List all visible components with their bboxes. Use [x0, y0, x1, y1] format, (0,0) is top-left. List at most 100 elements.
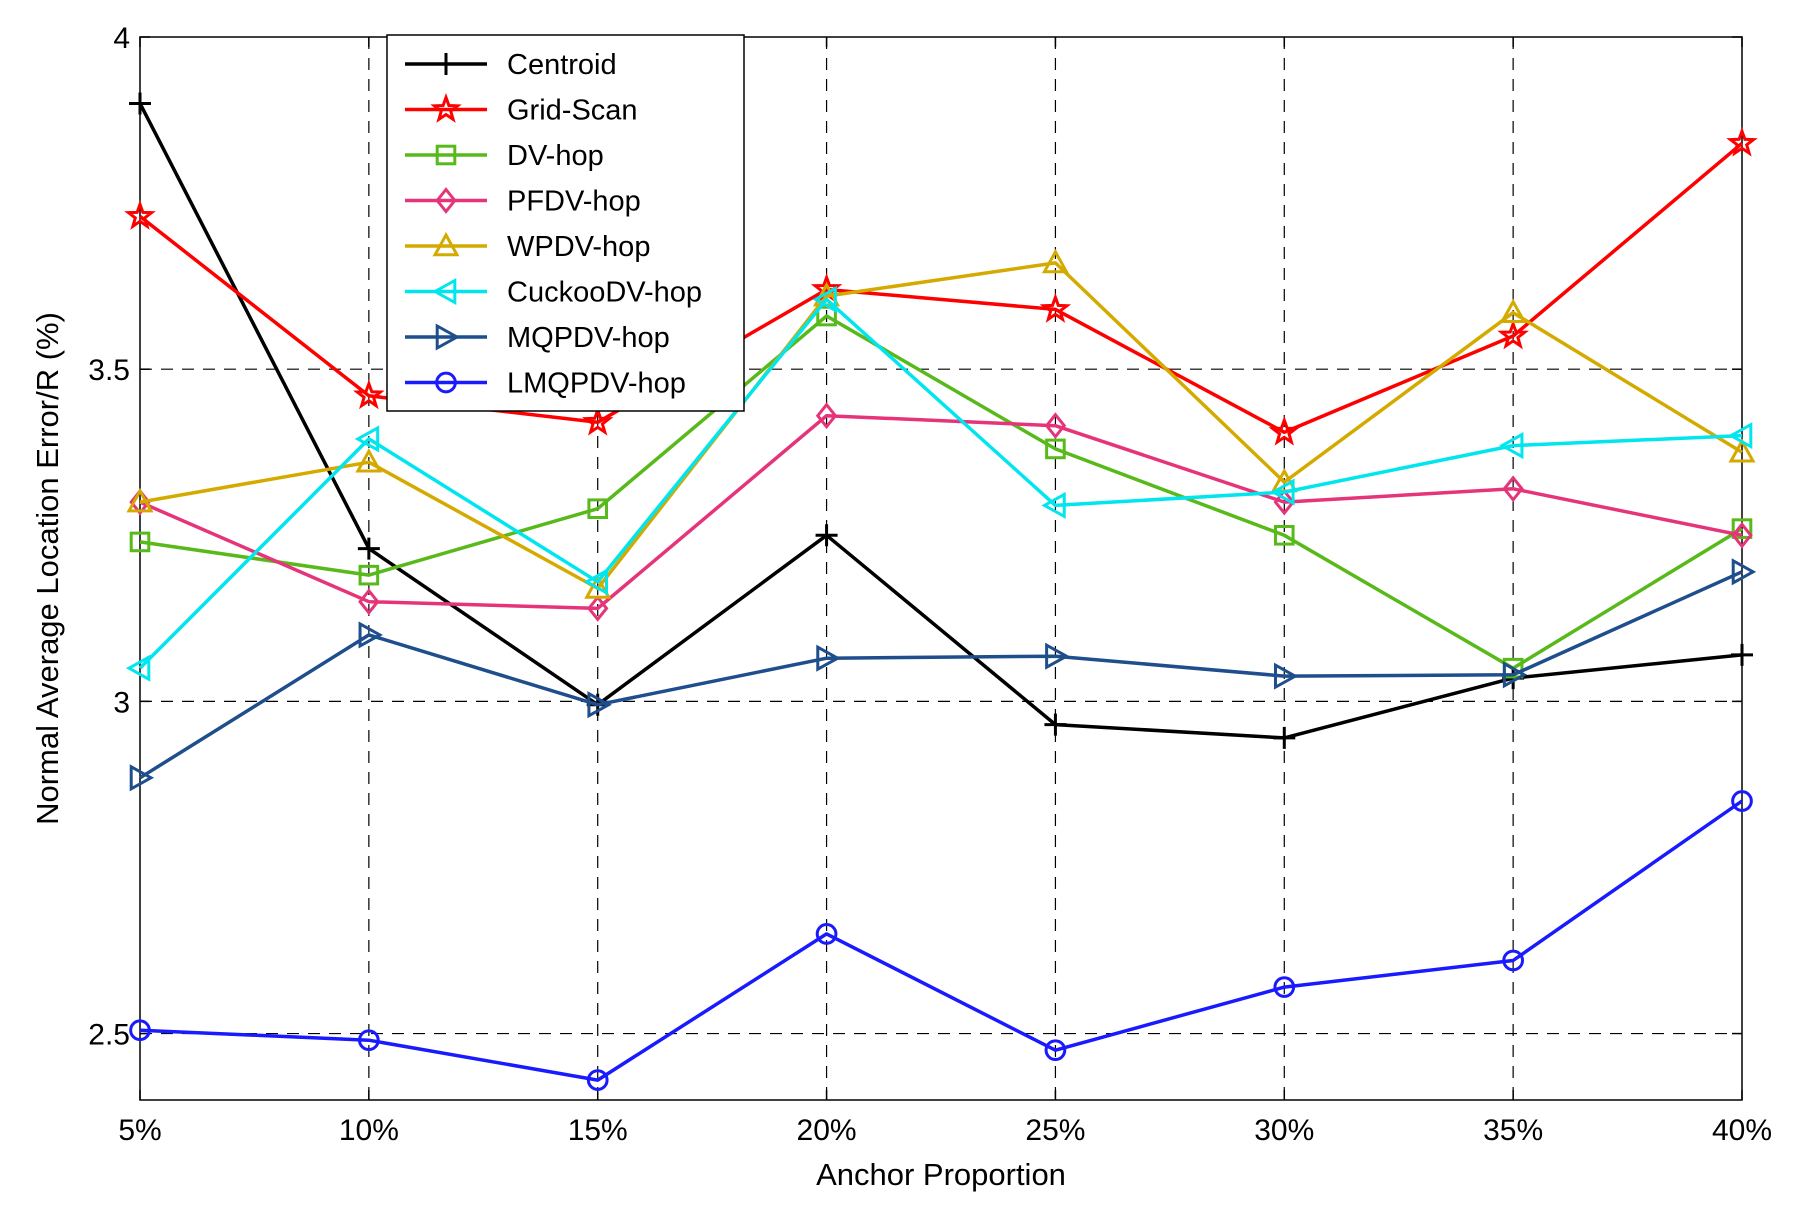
series-line: [139, 413, 1743, 611]
marker-circle: [1502, 949, 1524, 972]
marker-plus: [1731, 643, 1753, 666]
y-tick-label: 4: [113, 22, 130, 55]
marker-diamond: [435, 187, 457, 214]
series-mqpdv-hop: [129, 558, 1757, 792]
legend-label: Centroid: [507, 49, 617, 81]
series-line: [139, 261, 1743, 591]
x-tick-label: 25%: [1025, 1114, 1085, 1147]
marker-plus: [129, 92, 151, 115]
legend-item: MQPDV-hop: [405, 322, 670, 354]
marker-plus: [1044, 713, 1067, 736]
y-tick-label: 3.5: [88, 354, 130, 387]
marker-triangle-right: [1045, 642, 1070, 670]
x-tick-label: 10%: [339, 1114, 399, 1147]
marker-triangle-left: [1727, 422, 1753, 450]
marker-circle: [586, 1069, 609, 1091]
marker-triangle-up: [1728, 438, 1756, 463]
legend-box: [386, 34, 745, 412]
marker-triangle-left: [1270, 478, 1295, 506]
marker-triangle-left: [431, 277, 457, 306]
x-tick-label: 5%: [118, 1114, 161, 1147]
marker-circle: [435, 371, 457, 394]
marker-triangle-right: [358, 621, 383, 649]
marker-diamond: [129, 488, 151, 516]
marker-square: [129, 531, 151, 553]
marker-star: [124, 199, 156, 230]
marker-circle: [129, 1019, 151, 1042]
marker-diamond: [586, 594, 609, 622]
marker-triangle-up: [355, 448, 383, 473]
legend: Centroid Grid-Scan DV-hop PFDV-hop WPDV-hop C…: [386, 34, 745, 412]
marker-star: [1726, 126, 1758, 157]
x-tick-label: 40%: [1712, 1114, 1772, 1147]
marker-plus: [815, 524, 838, 547]
marker-triangle-right: [1273, 662, 1299, 690]
marker-triangle-left: [583, 568, 609, 596]
legend-label: MQPDV-hop: [507, 322, 670, 354]
marker-triangle-up: [1041, 248, 1069, 274]
marker-triangle-up: [432, 231, 460, 257]
legend-label: Grid-Scan: [507, 95, 638, 127]
marker-square: [1273, 524, 1295, 546]
marker-triangle-left: [1499, 432, 1524, 460]
marker-triangle-right: [1502, 661, 1528, 689]
x-axis-title: Anchor Proportion: [816, 1157, 1066, 1192]
marker-plus: [357, 537, 380, 560]
series-wpdv-hop: [126, 248, 1756, 599]
legend-label: CuckooDV-hop: [507, 277, 702, 309]
legend-item: CuckooDV-hop: [405, 277, 702, 309]
marker-square: [1045, 438, 1066, 460]
marker-star: [1268, 415, 1301, 446]
legend-item: PFDV-hop: [405, 186, 641, 218]
marker-triangle-left: [354, 425, 380, 453]
legend-item: DV-hop: [405, 140, 604, 172]
x-tick-label: 20%: [797, 1114, 857, 1147]
marker-square: [358, 564, 380, 586]
marker-plus: [435, 53, 457, 75]
marker-star: [1039, 292, 1072, 323]
marker-circle: [358, 1029, 380, 1052]
series-line: [139, 570, 1743, 780]
legend-item: WPDV-hop: [405, 231, 650, 263]
marker-diamond: [1731, 521, 1753, 549]
series-line: [138, 297, 1743, 670]
marker-diamond: [358, 588, 380, 616]
x-tick-label: 35%: [1483, 1114, 1543, 1147]
marker-diamond: [1502, 475, 1524, 503]
series-line: [138, 102, 1743, 740]
y-tick-label: 3: [113, 686, 130, 719]
marker-triangle-right: [816, 644, 841, 672]
marker-triangle-right: [129, 764, 155, 792]
marker-square: [435, 144, 457, 166]
marker-triangle-left: [125, 654, 151, 682]
legend-item: Centroid: [405, 49, 617, 81]
legend-label: WPDV-hop: [507, 231, 650, 263]
series-line: [139, 314, 1743, 670]
marker-triangle-left: [1041, 491, 1066, 519]
marker-diamond: [1273, 488, 1296, 516]
series-cuckoodv-hop: [125, 285, 1753, 682]
marker-circle: [1731, 790, 1753, 812]
legend-item: Grid-Scan: [405, 92, 638, 127]
marker-triangle-left: [812, 285, 837, 313]
marker-square: [587, 498, 609, 520]
x-tick-label: 30%: [1254, 1114, 1314, 1147]
y-axis-title: Normal Average Location Error/R (%): [30, 312, 65, 825]
marker-square: [1731, 518, 1753, 539]
y-tick-label: 2.5: [88, 1019, 130, 1052]
legend-label: DV-hop: [507, 140, 604, 172]
grid-lines: [140, 37, 1742, 1100]
marker-star: [1497, 319, 1529, 350]
marker-triangle-up: [126, 487, 154, 513]
series-line: [139, 799, 1744, 1082]
marker-triangle-right: [587, 691, 612, 719]
series-lmqpdv-hop: [129, 790, 1753, 1091]
marker-star: [582, 405, 614, 436]
marker-circle: [815, 923, 838, 945]
marker-diamond: [815, 402, 838, 430]
legend-item: LMQPDV-hop: [405, 368, 686, 400]
series-dv-hop: [129, 305, 1753, 679]
marker-triangle-up: [584, 574, 612, 599]
